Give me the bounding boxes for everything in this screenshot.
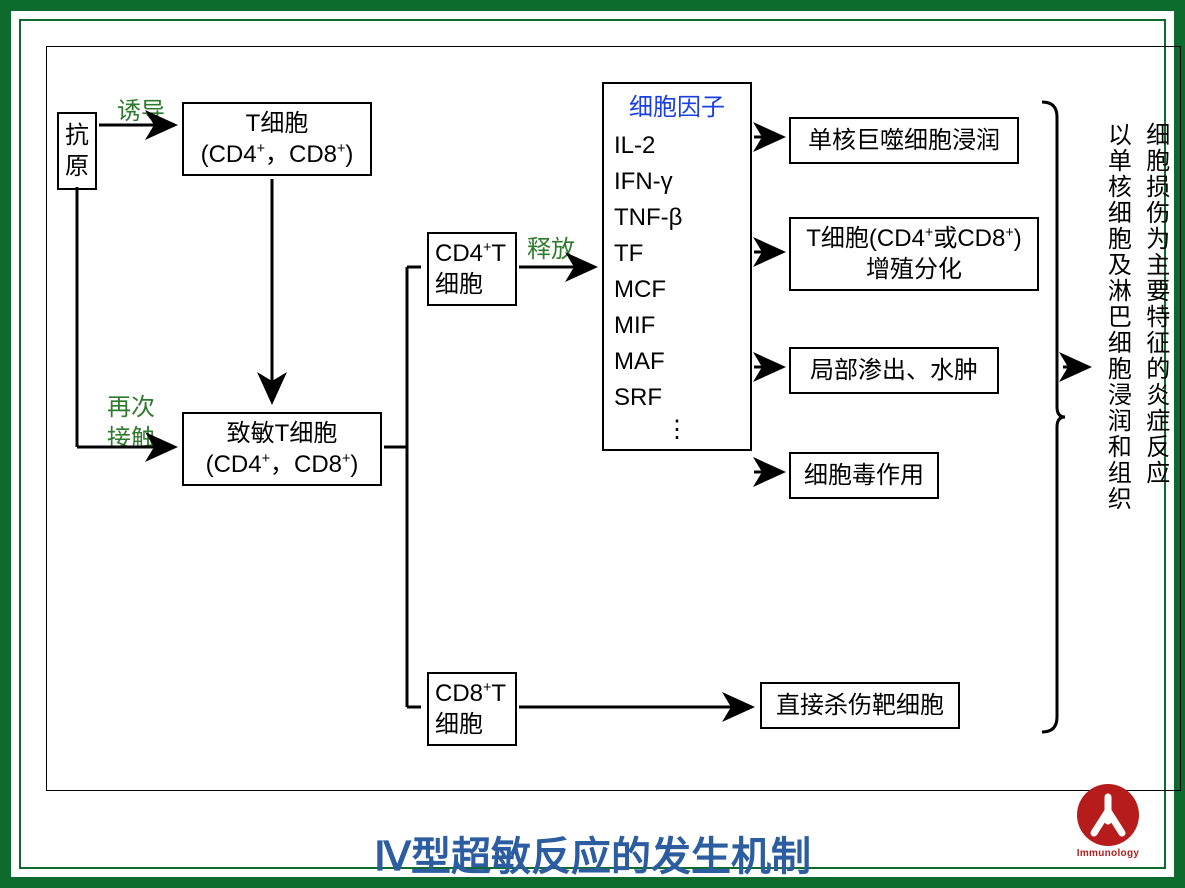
cd4t-line2: 细胞 <box>435 269 509 300</box>
cytokine-6: MAF <box>614 344 740 380</box>
node-sensitized-tcell: 致敏T细胞 (CD4+，CD8+) <box>182 412 382 486</box>
diagram-area: 抗 原 诱导 T细胞 (CD4+，CD8+) 再次 接触 致敏T细胞 (CD4+… <box>46 46 1181 791</box>
cytokine-2: TNF-β <box>614 200 740 236</box>
tcell-line1: T细胞 <box>190 108 364 139</box>
antigen-char1: 抗 <box>65 122 89 149</box>
cd8t-line2: 细胞 <box>435 709 509 740</box>
node-directkill: 直接杀伤靶细胞 <box>760 682 960 729</box>
node-macrophage: 单核巨噬细胞浸润 <box>789 117 1019 164</box>
tcell-line2: (CD4+，CD8+) <box>190 139 364 170</box>
sensitized-line2: (CD4+，CD8+) <box>190 449 374 480</box>
node-tcell: T细胞 (CD4+，CD8+) <box>182 102 372 176</box>
label-again-contact: 再次 接触 <box>107 392 155 454</box>
label-induce: 诱导 <box>117 91 165 126</box>
cytokine-1: IFN-γ <box>614 164 740 200</box>
label-release: 释放 <box>527 229 575 264</box>
antigen-char2: 原 <box>65 153 89 180</box>
cytokine-box: 细胞因子 IL-2 IFN-γ TNF-β TF MCF MIF MAF SRF… <box>602 82 752 451</box>
logo-text: Immunology <box>1070 848 1146 859</box>
node-cd4t: CD4+T 细胞 <box>427 232 517 306</box>
cytokine-title: 细胞因子 <box>614 90 740 126</box>
node-tprolif: T细胞(CD4+或CD8+) 增殖分化 <box>789 217 1039 291</box>
cytokine-5: MIF <box>614 308 740 344</box>
node-cytotoxic: 细胞毒作用 <box>789 452 939 499</box>
node-cd8t: CD8+T 细胞 <box>427 672 517 746</box>
node-antigen: 抗 原 <box>57 112 97 190</box>
right-bracket <box>1037 97 1067 737</box>
page-title: Ⅳ型超敏反应的发生机制 <box>21 824 1164 882</box>
tprolif-line2: 增殖分化 <box>793 254 1035 285</box>
cytokine-4: MCF <box>614 272 740 308</box>
logo: Immunology <box>1070 784 1146 859</box>
cytokine-3: TF <box>614 236 740 272</box>
cytokine-ellipsis: ⋮ <box>614 420 740 439</box>
inner-frame: 抗 原 诱导 T细胞 (CD4+，CD8+) 再次 接触 致敏T细胞 (CD4+… <box>19 19 1166 869</box>
node-edema: 局部渗出、水肿 <box>789 347 999 394</box>
logo-icon <box>1077 784 1139 846</box>
sensitized-line1: 致敏T细胞 <box>190 418 374 449</box>
cytokine-0: IL-2 <box>614 128 740 164</box>
cytokine-7: SRF <box>614 380 740 416</box>
result-col: 细胞损伤为主要特征的炎症反应 以单核细胞及淋巴细胞浸润和组织 <box>1097 122 1174 512</box>
